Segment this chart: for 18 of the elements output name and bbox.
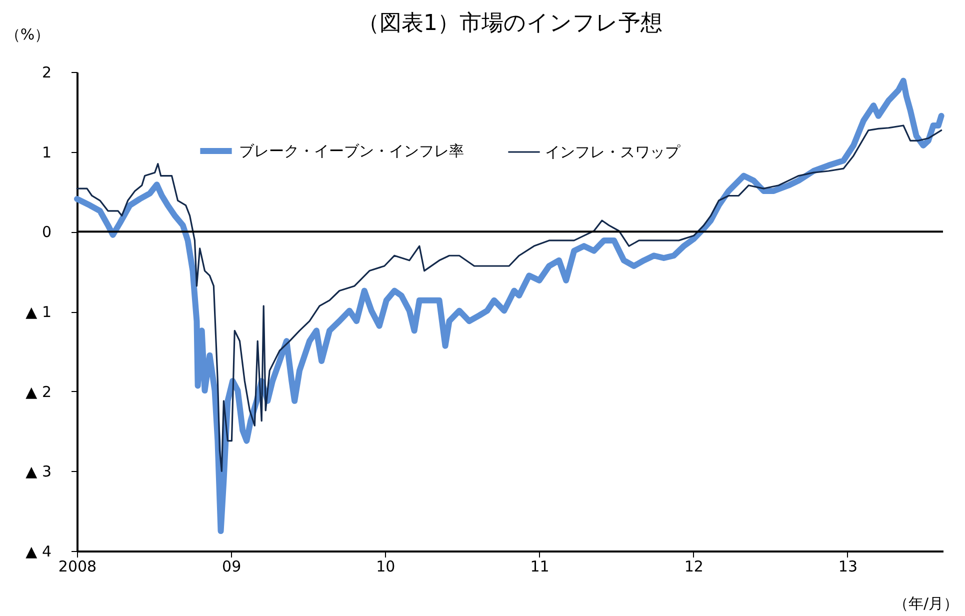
x-axis-title: （年/月） <box>893 594 958 612</box>
y-tick-label: ▲ 1 <box>26 303 52 321</box>
x-tick-label: 10 <box>376 558 396 576</box>
chart-title: （図表1）市場のインフレ予想 <box>358 11 662 36</box>
y-tick-label: 1 <box>42 143 52 162</box>
x-tick-label: 13 <box>838 558 858 576</box>
y-tick-label: ▲ 4 <box>26 542 52 560</box>
y-axis-title: （%） <box>5 26 50 44</box>
y-tick-label: ▲ 2 <box>26 382 52 401</box>
y-tick-label: ▲ 3 <box>26 462 52 481</box>
x-tick-label: 2008 <box>58 558 97 576</box>
y-tick-label: 0 <box>42 223 52 242</box>
y-tick-label: 2 <box>42 64 52 82</box>
x-tick-label: 09 <box>222 558 242 576</box>
legend-label: インフレ・スワップ <box>545 143 681 161</box>
x-tick-label: 11 <box>530 558 550 576</box>
legend-label: ブレーク・イーブン・インフレ率 <box>239 142 464 160</box>
x-tick-label: 12 <box>684 558 704 576</box>
